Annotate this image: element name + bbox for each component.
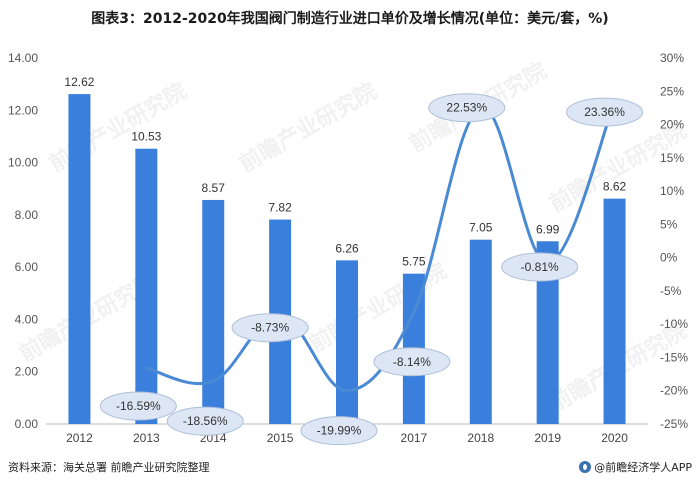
right-axis-tick-label: -5% — [660, 284, 682, 298]
bar-value-label: 6.99 — [536, 222, 560, 236]
growth-line-point — [144, 366, 148, 370]
chart-title: 图表3：2012-2020年我国阀门制造行业进口单价及增长情况(单位：美元/套，… — [91, 11, 609, 27]
x-tick-label: 2018 — [467, 431, 494, 445]
right-axis-tick-label: 0% — [660, 251, 678, 265]
growth-value-label: -8.14% — [393, 355, 431, 369]
left-axis-tick-label: 14.00 — [8, 51, 38, 65]
growth-label-bubble — [231, 313, 309, 343]
bar-value-label: 5.75 — [402, 255, 426, 269]
bar-value-label: 7.82 — [268, 201, 292, 215]
left-axis-tick-label: 2.00 — [15, 365, 39, 379]
growth-value-label: -16.59% — [116, 399, 161, 413]
growth-label-bubble — [428, 93, 506, 123]
bar — [536, 241, 559, 424]
growth-value-label: -8.73% — [251, 321, 289, 335]
bar-value-label: 6.26 — [335, 241, 359, 255]
right-axis-tick-label: 20% — [660, 118, 684, 132]
right-axis-tick-label: -20% — [660, 384, 688, 398]
growth-label-bubble — [300, 416, 378, 446]
growth-line-point — [345, 389, 349, 393]
left-axis-tick-label: 10.00 — [8, 156, 38, 170]
growth-value-label: -18.56% — [183, 414, 228, 428]
right-axis-tick-label: -15% — [660, 350, 688, 364]
bar — [68, 94, 91, 424]
bar-value-label: 12.62 — [64, 75, 94, 89]
right-axis-tick-label: -25% — [660, 417, 688, 431]
x-tick-label: 2017 — [401, 431, 428, 445]
x-tick-label: 2020 — [601, 431, 628, 445]
brand-credit: @前瞻经济学人APP — [579, 459, 692, 475]
x-tick-label: 2019 — [534, 431, 561, 445]
brand-logo-icon — [579, 461, 592, 473]
x-tick-label: 2013 — [133, 431, 160, 445]
bar — [336, 260, 358, 424]
growth-label-bubble — [566, 97, 644, 127]
left-axis-tick-label: 6.00 — [15, 260, 39, 274]
right-axis-tick-label: 15% — [660, 151, 684, 165]
growth-line-point — [412, 310, 416, 314]
left-axis-tick-label: 8.00 — [15, 208, 39, 222]
x-tick-label: 2012 — [66, 431, 93, 445]
right-axis-tick-label: 25% — [660, 84, 684, 98]
bar — [603, 198, 626, 424]
growth-value-label: 23.36% — [584, 105, 625, 119]
growth-line-point — [211, 379, 215, 383]
left-axis-tick-label: 0.00 — [15, 417, 39, 431]
bar-value-label: 8.62 — [603, 180, 627, 194]
left-axis-tick-label: 12.00 — [8, 103, 38, 117]
growth-label-bubble — [501, 252, 579, 282]
growth-label-bubble — [166, 406, 244, 436]
growth-label-bubble — [373, 347, 451, 377]
right-axis-tick-label: -10% — [660, 317, 688, 331]
bar — [469, 239, 492, 424]
bar — [202, 199, 225, 424]
growth-value-label: 22.53% — [446, 101, 487, 115]
left-axis-tick-label: 4.00 — [15, 312, 39, 326]
growth-value-label: -0.81% — [521, 260, 559, 274]
right-axis-tick-label: 30% — [660, 51, 684, 65]
bar-value-label: 8.57 — [202, 181, 226, 195]
growth-label-bubble — [99, 391, 177, 421]
bar — [135, 148, 158, 425]
source-note: 资料来源：海关总署 前瞻产业研究院整理 — [8, 461, 210, 474]
growth-value-label: -19.99% — [317, 424, 362, 438]
bar-value-label: 10.53 — [131, 130, 161, 144]
right-axis-tick-label: 10% — [660, 184, 684, 198]
brand-credit-text: @前瞻经济学人APP — [594, 461, 692, 474]
right-axis-tick-label: 5% — [660, 217, 678, 231]
x-tick-label: 2015 — [267, 431, 294, 445]
bar-value-label: 7.05 — [469, 221, 493, 235]
